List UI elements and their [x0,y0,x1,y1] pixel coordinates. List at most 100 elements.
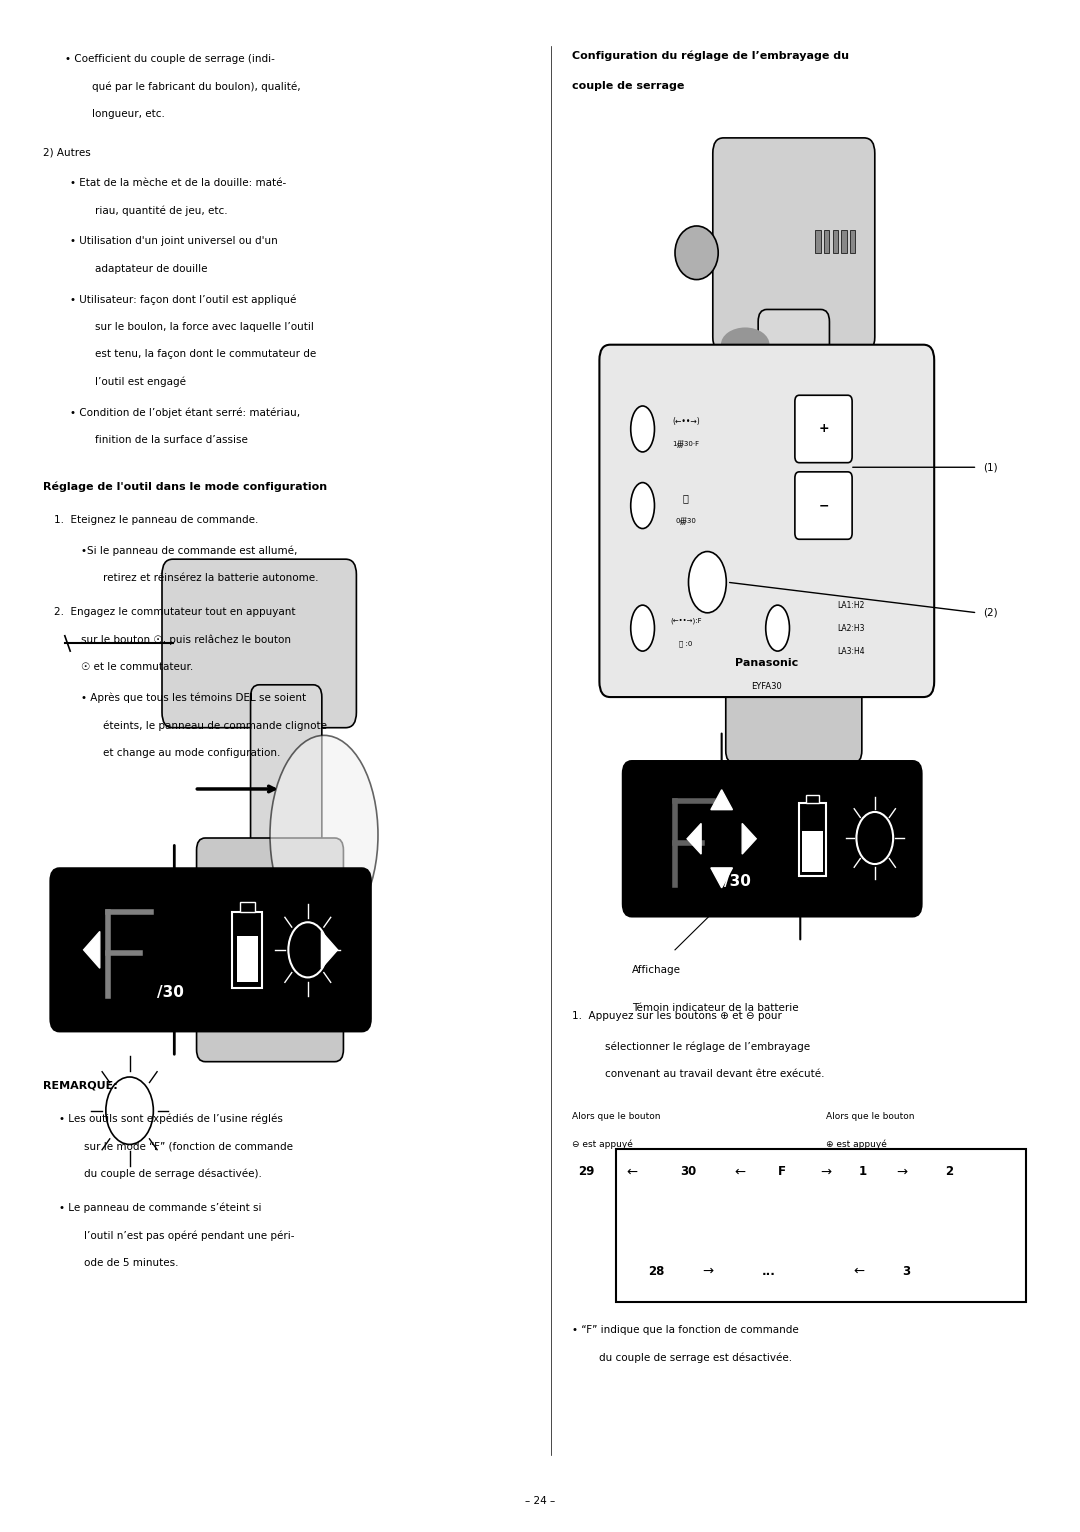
Text: →: → [702,1265,713,1278]
Circle shape [856,812,893,864]
Text: LA2:H3: LA2:H3 [837,624,864,633]
Text: • Coefficient du couple de serrage (indi-: • Coefficient du couple de serrage (indi… [65,54,274,64]
Bar [824,230,829,253]
Text: Alors que le bouton: Alors que le bouton [826,1112,915,1121]
Text: →: → [896,1166,907,1178]
Text: −: − [819,499,829,512]
Text: sélectionner le réglage de l’embrayage: sélectionner le réglage de l’embrayage [605,1042,810,1052]
Text: LA1:H2: LA1:H2 [837,601,864,610]
Bar [799,803,826,876]
Text: et change au mode configuration.: et change au mode configuration. [103,748,280,758]
Ellipse shape [631,605,654,651]
Text: l’outil n’est pas opéré pendant une péri-: l’outil n’est pas opéré pendant une péri… [84,1230,295,1241]
Text: ⊕ est appuyé: ⊕ est appuyé [826,1140,887,1149]
Text: 1: 1 [859,1166,867,1178]
Text: /30: /30 [157,985,184,1000]
FancyBboxPatch shape [251,685,322,878]
Text: 1∰30·F: 1∰30·F [672,441,700,447]
Text: 3: 3 [902,1265,910,1278]
Text: • Etat de la mèche et de la douille: maté-: • Etat de la mèche et de la douille: mat… [70,178,286,188]
Text: • Les outils sont expédiés de l’usine réglés: • Les outils sont expédiés de l’usine ré… [59,1114,283,1124]
Ellipse shape [711,378,779,427]
FancyBboxPatch shape [197,838,343,1062]
Text: /30: /30 [724,873,751,889]
Text: finition de la surface d’assise: finition de la surface d’assise [95,435,248,446]
Text: ode de 5 minutes.: ode de 5 minutes. [84,1258,179,1268]
Text: convenant au travail devant être exécuté.: convenant au travail devant être exécuté… [605,1069,824,1080]
Bar [232,912,262,988]
Text: ☉ et le commutateur.: ☉ et le commutateur. [81,662,193,673]
Ellipse shape [675,225,718,279]
Text: 28: 28 [648,1265,664,1278]
Text: Témoin indicateur de la batterie: Témoin indicateur de la batterie [632,1003,798,1014]
FancyBboxPatch shape [758,309,829,579]
Ellipse shape [721,328,769,362]
FancyBboxPatch shape [162,559,356,728]
Text: F: F [778,1166,785,1178]
Text: sur le mode “F” (fonction de commande: sur le mode “F” (fonction de commande [84,1141,294,1152]
Text: • Le panneau de commande s’éteint si: • Le panneau de commande s’éteint si [59,1203,261,1213]
Text: Alors que le bouton: Alors que le bouton [572,1112,661,1121]
Text: 1.  Eteignez le panneau de commande.: 1. Eteignez le panneau de commande. [54,515,258,525]
Bar [841,230,847,253]
Text: (←••→):F: (←••→):F [670,617,702,624]
Text: 1.  Appuyez sur les boutons ⊕ et ⊖ pour: 1. Appuyez sur les boutons ⊕ et ⊖ pour [572,1011,782,1022]
Text: est tenu, la façon dont le commutateur de: est tenu, la façon dont le commutateur d… [95,349,316,360]
Ellipse shape [631,406,654,452]
Ellipse shape [766,605,789,651]
Polygon shape [711,791,732,810]
Text: • Utilisation d'un joint universel ou d'un: • Utilisation d'un joint universel ou d'… [70,236,278,247]
Text: Panasonic: Panasonic [735,659,798,668]
Text: 0∰30: 0∰30 [675,518,697,524]
Text: 30: 30 [680,1166,697,1178]
Ellipse shape [689,552,726,613]
Bar [237,936,258,982]
Bar [240,902,255,912]
Text: EYFA30: EYFA30 [752,682,782,691]
FancyBboxPatch shape [795,395,852,463]
Bar [815,230,821,253]
Text: Réglage de l'outil dans le mode configuration: Réglage de l'outil dans le mode configur… [43,481,327,492]
FancyBboxPatch shape [795,472,852,539]
Text: du couple de serrage est désactivée.: du couple de serrage est désactivée. [599,1353,793,1363]
Text: +: + [819,423,829,435]
Text: • “F” indique que la fonction de commande: • “F” indique que la fonction de command… [572,1325,799,1336]
Text: qué par le fabricant du boulon), qualité,: qué par le fabricant du boulon), qualité… [92,81,300,92]
Text: sur le bouton ☉, puis relâchez le bouton: sur le bouton ☉, puis relâchez le bouton [81,634,291,645]
FancyBboxPatch shape [726,539,862,763]
Text: LA3:H4: LA3:H4 [837,647,865,656]
Text: 2.  Engagez le commutateur tout en appuyant: 2. Engagez le commutateur tout en appuya… [54,607,296,617]
Circle shape [106,1077,153,1144]
Text: couple de serrage: couple de serrage [572,81,685,92]
Text: Affichage: Affichage [632,965,680,976]
Polygon shape [322,931,338,968]
Text: (1): (1) [983,463,998,472]
Text: sur le boulon, la force avec laquelle l’outil: sur le boulon, la force avec laquelle l’… [95,322,314,332]
Text: 29: 29 [578,1166,594,1178]
Text: éteints, le panneau de commande clignote: éteints, le panneau de commande clignote [103,720,326,731]
Bar [806,795,820,803]
Text: 2: 2 [945,1166,954,1178]
Text: – 24 –: – 24 – [525,1497,555,1506]
FancyBboxPatch shape [51,869,370,1031]
Bar [850,230,855,253]
Ellipse shape [702,430,788,492]
Text: • Utilisateur: façon dont l’outil est appliqué: • Utilisateur: façon dont l’outil est ap… [70,294,297,305]
Polygon shape [711,869,732,889]
Text: ⊖ est appuyé: ⊖ est appuyé [572,1140,633,1149]
Text: Configuration du réglage de l’embrayage du: Configuration du réglage de l’embrayage … [572,51,849,61]
Text: ←: ← [734,1166,745,1178]
FancyBboxPatch shape [623,761,921,916]
Polygon shape [742,824,756,855]
Text: longueur, etc.: longueur, etc. [92,109,164,119]
Text: adaptateur de douille: adaptateur de douille [95,264,207,274]
Text: retirez et réinsérez la batterie autonome.: retirez et réinsérez la batterie autonom… [103,573,319,584]
Text: (2): (2) [983,608,998,617]
Ellipse shape [631,483,654,529]
Text: REMARQUE:: REMARQUE: [43,1080,118,1091]
Text: • Condition de l’objet étant serré: matériau,: • Condition de l’objet étant serré: maté… [70,408,300,418]
FancyBboxPatch shape [599,345,934,697]
Text: ...: ... [761,1265,775,1278]
FancyBboxPatch shape [713,138,875,352]
Text: ←: ← [626,1166,637,1178]
